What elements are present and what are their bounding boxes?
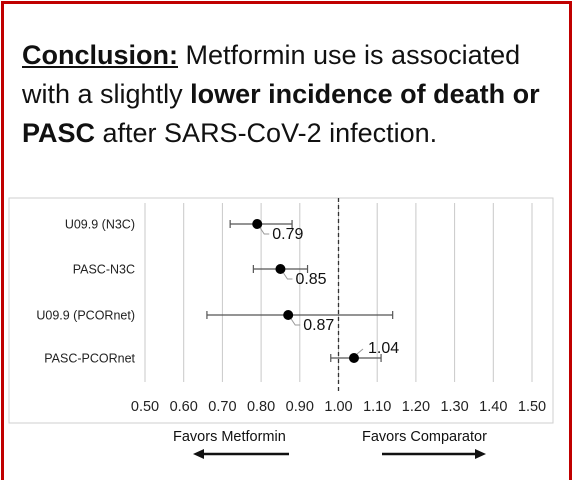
label-leader: [283, 272, 293, 280]
row-label: PASC-N3C: [73, 263, 135, 277]
x-tick-label: 0.70: [208, 399, 236, 415]
slide-frame: Conclusion: Metformin use is associated …: [1, 1, 572, 480]
label-leader: [259, 227, 270, 235]
estimate-value-label: 0.79: [272, 226, 303, 243]
conclusion-part1: Metformin use is associated with a sligh…: [22, 40, 521, 109]
favors-metformin-label: Favors Metformin: [173, 429, 286, 445]
label-leader: [356, 348, 364, 355]
estimate-value-label: 0.85: [295, 271, 326, 288]
forest-row: PASC-PCORnet 1.04: [44, 340, 399, 366]
conclusion-highlight: lower incidence of death or PASC: [22, 79, 540, 148]
x-tick-label: 1.50: [518, 399, 546, 415]
estimate-marker: [348, 353, 359, 363]
conclusion-text: Conclusion: Metformin use is associated …: [22, 36, 567, 153]
x-axis-ticks: 0.50 0.60 0.70 0.80 0.90 1.00 1.10 1.20 1.30 1.40…: [131, 399, 546, 415]
forest-rows: U09.9 (N3C) 0.79 PASC-N3C 0.85 U09.9 (PCORne…: [36, 218, 399, 366]
x-tick-label: 0.90: [286, 399, 314, 415]
favors-comparator-label: Favors Comparator: [362, 429, 487, 445]
forest-row: PASC-N3C 0.85: [73, 263, 327, 289]
x-tick-label: 1.10: [363, 399, 391, 415]
label-leader: [290, 318, 301, 326]
row-label: U09.9 (PCORnet): [36, 309, 135, 323]
estimate-marker: [283, 310, 294, 320]
estimate-marker: [275, 264, 286, 274]
x-tick-label: 1.20: [402, 399, 430, 415]
forest-row: U09.9 (N3C) 0.79: [65, 218, 304, 244]
row-label: U09.9 (N3C): [65, 218, 135, 232]
conclusion-lead: Conclusion:: [22, 40, 178, 70]
x-tick-label: 1.40: [479, 399, 507, 415]
arrow-right-icon: [382, 449, 486, 459]
estimate-value-label: 0.87: [303, 317, 334, 334]
plot-area: [8, 197, 554, 424]
conclusion-part2: after SARS-CoV-2 infection.: [95, 118, 438, 148]
arrow-left-icon: [193, 449, 289, 459]
x-tick-label: 1.00: [324, 399, 352, 415]
row-label: PASC-PCORnet: [44, 352, 135, 366]
estimate-marker: [252, 219, 263, 229]
forest-row: U09.9 (PCORnet) 0.87: [36, 309, 394, 334]
estimate-value-label: 1.04: [368, 340, 399, 357]
x-tick-label: 0.80: [247, 399, 275, 415]
x-tick-label: 1.30: [440, 399, 468, 415]
x-tick-label: 0.60: [170, 399, 198, 415]
x-tick-label: 0.50: [131, 399, 159, 415]
